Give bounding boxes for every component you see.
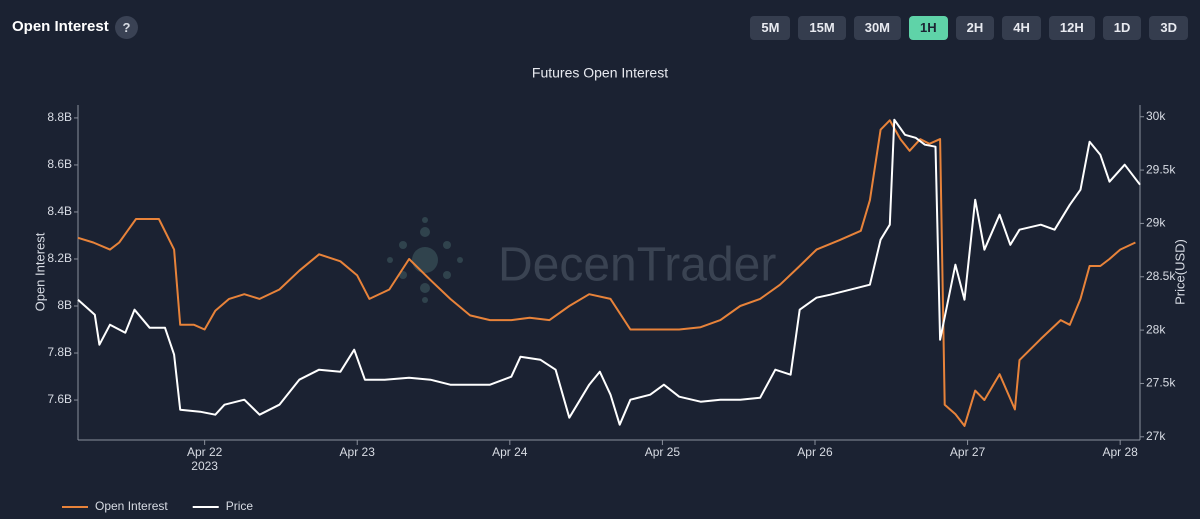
series-line — [77, 119, 1136, 427]
y-tick-label: 7.8B — [47, 345, 72, 359]
y2-tick-label: 27k — [1146, 429, 1166, 443]
legend-label: Price — [226, 499, 254, 513]
x-tick-label: Apr 27 — [950, 445, 986, 459]
y-tick-label: 7.6B — [47, 392, 72, 406]
timeframe-button[interactable]: 5M — [750, 16, 791, 40]
y2-tick-label: 29k — [1146, 216, 1166, 230]
x-tick-label: Apr 24 — [492, 445, 528, 459]
timeframe-button[interactable]: 15M — [798, 16, 846, 40]
watermark-icon — [387, 217, 463, 303]
x-tick-label: Apr 26 — [797, 445, 833, 459]
y2-tick-label: 28k — [1146, 322, 1166, 336]
y2-axis-label: Price(USD) — [1172, 239, 1187, 305]
chart-title: Futures Open Interest — [532, 65, 668, 81]
y2-tick-label: 28.5k — [1146, 269, 1176, 283]
y-axis-label: Open Interest — [32, 232, 47, 311]
widget-title: Open Interest — [12, 18, 109, 35]
timeframe-button[interactable]: 2H — [955, 16, 995, 40]
timeframe-button[interactable]: 1H — [909, 16, 948, 40]
y-tick-label: 8.4B — [47, 204, 72, 218]
y2-tick-label: 30k — [1146, 109, 1166, 123]
x-tick-label: Apr 23 — [340, 445, 376, 459]
timeframe-button[interactable]: 12H — [1048, 16, 1095, 40]
y2-tick-label: 29.5k — [1146, 162, 1176, 176]
y2-tick-label: 27.5k — [1146, 376, 1176, 390]
y-tick-label: 8B — [57, 298, 72, 312]
x-year-label: 2023 — [191, 459, 218, 473]
x-tick-label: Apr 28 — [1102, 445, 1138, 459]
help-button[interactable]: ? — [115, 16, 138, 39]
y-tick-label: 8.2B — [47, 251, 72, 265]
watermark: DecenTrader — [498, 239, 776, 292]
series-line — [77, 118, 1141, 426]
timeframe-button[interactable]: 3D — [1149, 16, 1188, 40]
legend-label: Open Interest — [95, 499, 168, 513]
x-tick-label: Apr 22 — [187, 445, 223, 459]
x-tick-label: Apr 25 — [645, 445, 681, 459]
timeframe-button[interactable]: 1D — [1102, 16, 1142, 40]
y-tick-label: 8.8B — [47, 110, 72, 124]
y-tick-label: 8.6B — [47, 157, 72, 171]
timeframe-button[interactable]: 4H — [1002, 16, 1041, 40]
timeframe-button[interactable]: 30M — [853, 16, 902, 40]
timeframe-buttons: 5M 15M 30M 1H 2H 4H 12H 1D 3D — [750, 16, 1188, 40]
